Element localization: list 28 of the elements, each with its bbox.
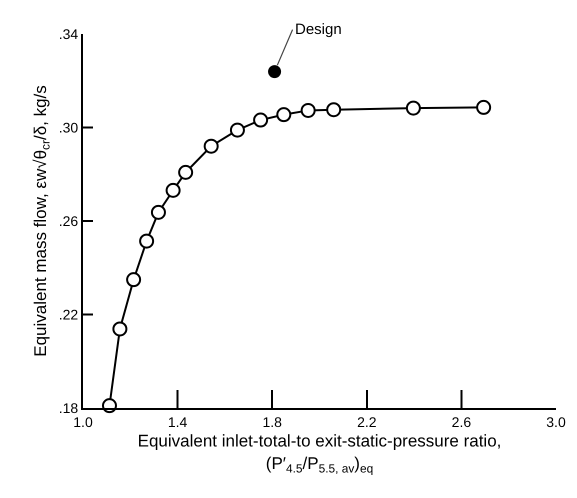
point: [476, 100, 492, 115]
x-tick-label: 2.6: [452, 414, 472, 430]
point: [276, 107, 292, 122]
point: [253, 112, 268, 128]
x-axis-title: Equivalent inlet-total-to exit-static-pressure ratio, (P′$_{4.5}$/P$_{5.5, av}$)$_{eq}$: [138, 432, 502, 476]
x-tick-label: 1.8: [262, 414, 282, 430]
point: [166, 182, 181, 198]
annotation: Design: [295, 21, 342, 38]
point: [150, 204, 166, 220]
y-tick-label: .34: [58, 26, 78, 42]
x-tick-label: 1.4: [168, 414, 188, 430]
point: [230, 122, 245, 138]
y-tick-label: .26: [58, 212, 78, 229]
y-tick-label: .22: [58, 306, 78, 322]
point: [268, 65, 282, 78]
y-tick-label: .30: [58, 119, 78, 136]
point: [139, 234, 154, 249]
point: [406, 100, 421, 116]
point: [126, 272, 142, 288]
y-tick-label: .18: [58, 400, 78, 416]
x-tick-label: 1.0: [73, 414, 93, 430]
x-tick-label: 2.2: [357, 414, 377, 430]
x-tick-label: 3.0: [546, 414, 566, 430]
point: [326, 102, 342, 118]
point: [204, 138, 219, 154]
point: [178, 164, 194, 180]
point: [300, 102, 316, 118]
point: [112, 321, 128, 336]
